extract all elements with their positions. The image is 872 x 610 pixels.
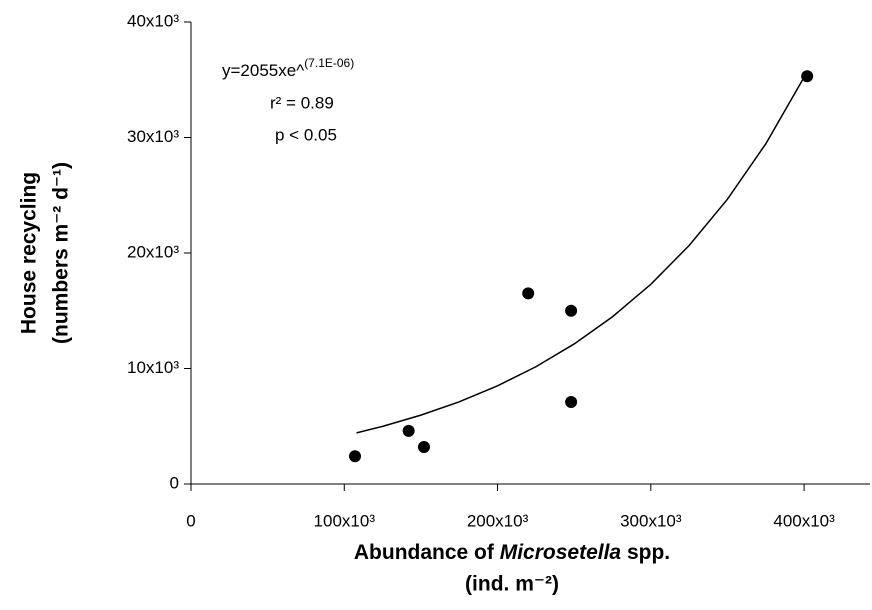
data-point — [417, 441, 430, 454]
fit-equation: y=2055xe^(7.1E-06) — [222, 56, 354, 80]
r-squared: r² = 0.89 — [270, 93, 334, 112]
data-point — [565, 304, 578, 317]
equation-exponent: (7.1E-06) — [304, 56, 354, 70]
data-point — [349, 450, 362, 463]
x-axis-label: Abundance of Microsetella spp. — [354, 541, 670, 564]
y-axis-label: (numbers m⁻² d⁻¹) — [50, 162, 73, 344]
x-tick-label: 400x10³ — [773, 511, 835, 530]
equation-base: y=2055xe^ — [222, 61, 304, 80]
y-tick-label: 30x10³ — [127, 127, 179, 146]
y-tick-label: 40x10³ — [127, 11, 179, 30]
data-point — [522, 287, 535, 300]
fit-curve — [356, 71, 808, 434]
y-tick-label: 20x10³ — [127, 242, 179, 261]
x-tick-label: 300x10³ — [620, 511, 682, 530]
x-axis-units: (ind. m⁻²) — [465, 573, 559, 596]
data-point — [801, 70, 814, 83]
y-tick-label: 0 — [170, 473, 179, 492]
x-tick-label: 100x10³ — [314, 511, 376, 530]
y-tick-label: 10x10³ — [127, 358, 179, 377]
x-tick-label: 0 — [186, 511, 195, 530]
data-point — [402, 424, 415, 437]
x-tick-label: 200x10³ — [467, 511, 529, 530]
y-axis-label: House recycling — [18, 172, 41, 334]
p-value: p < 0.05 — [275, 125, 337, 144]
x-label-italic: Microsetella — [500, 541, 622, 564]
data-point — [565, 395, 578, 408]
x-label-prefix: Abundance of — [354, 541, 495, 564]
x-label-suffix: spp. — [627, 541, 670, 564]
